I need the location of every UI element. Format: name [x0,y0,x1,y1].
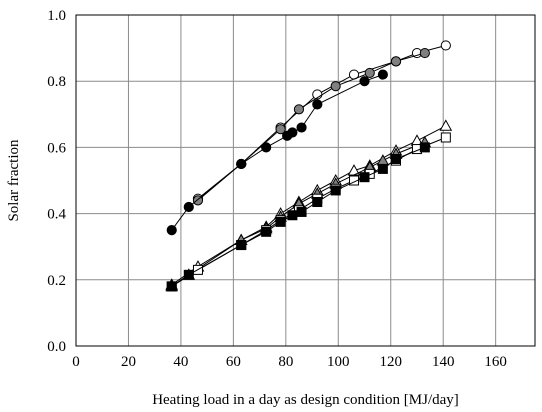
circle-marker [167,226,176,235]
series-circle-2 [167,70,387,235]
x-tick-label: 20 [121,354,136,370]
triangle-marker [440,120,451,130]
circle-marker [365,68,374,77]
circle-marker [331,82,340,91]
y-tick-label: 0.8 [47,74,66,90]
series-circle-0 [193,41,450,203]
series-line [172,75,383,231]
x-tick-label: 80 [278,354,293,370]
x-tick-label: 0 [72,354,80,370]
data-series [166,41,451,291]
y-axis-tick-labels: 0.0 0.2 0.4 0.6 0.8 1.0 [47,8,66,355]
circle-marker [294,105,303,114]
square-marker [184,270,193,279]
circle-marker [297,123,306,132]
x-tick-label: 40 [173,354,188,370]
circle-marker [420,48,429,57]
x-tick-label: 160 [484,354,507,370]
x-tick-label: 100 [327,354,350,370]
square-marker [360,173,369,182]
square-marker [313,198,322,207]
square-marker [391,154,400,163]
y-tick-label: 0.2 [47,273,66,289]
series-square-5 [167,133,450,291]
circle-marker [378,70,387,79]
circle-marker [288,128,297,137]
grid [76,15,535,346]
square-marker [441,133,450,142]
square-marker [297,207,306,216]
plot-area-frame [76,15,535,346]
x-tick-label: 60 [226,354,241,370]
square-marker [237,241,246,250]
circle-marker [391,57,400,66]
x-tick-label: 120 [379,354,402,370]
circle-marker [313,100,322,109]
square-marker [378,164,387,173]
square-marker [420,143,429,152]
circle-marker [262,143,271,152]
square-marker [167,282,176,291]
y-tick-label: 1.0 [47,8,66,24]
circle-marker [360,77,369,86]
square-marker [262,227,271,236]
square-marker [331,186,340,195]
circle-marker [184,202,193,211]
square-marker [276,217,285,226]
series-circle-1 [193,48,429,204]
y-tick-label: 0.0 [47,339,66,355]
series-line [172,138,446,287]
y-tick-label: 0.6 [47,140,66,156]
x-tick-label: 140 [432,354,455,370]
y-axis-label: Solar fraction [6,139,22,222]
series-square-6 [167,143,429,291]
y-tick-label: 0.4 [47,207,66,223]
circle-marker [237,159,246,168]
series-line [198,46,446,199]
square-marker [288,211,297,220]
circle-marker [441,41,450,50]
x-axis-tick-labels: 0 20 40 60 80 100 120 140 160 [72,354,507,370]
x-axis-label: Heating load in a day as design conditio… [152,392,459,408]
